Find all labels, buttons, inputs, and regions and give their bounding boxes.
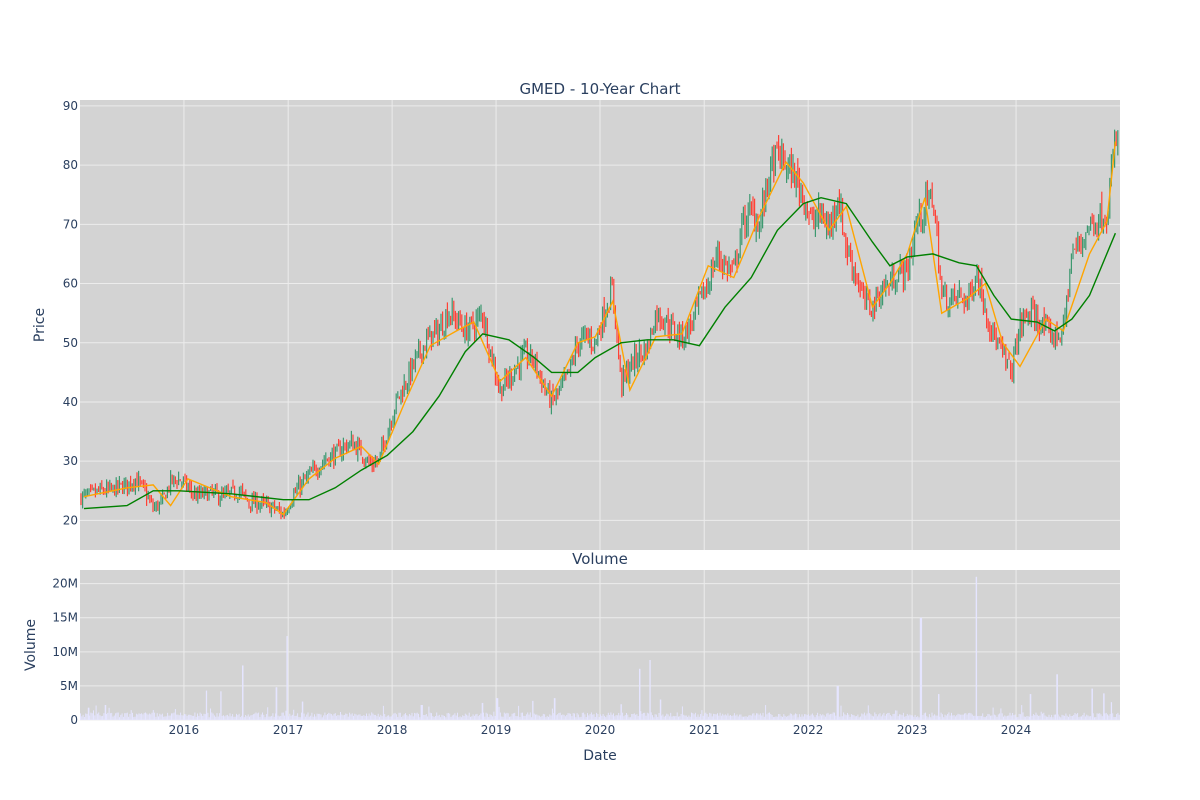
x-tick-label: 2020 — [585, 723, 616, 737]
chart-text-layer: 2016 2017 2018 2019 2020 2021 2022 2023 2024 20 30… — [23, 80, 1031, 764]
volume-y-tick-label: 0 — [70, 713, 78, 727]
x-tick-label: 2024 — [1001, 723, 1032, 737]
volume-panel — [80, 570, 1120, 721]
volume-y-tick-label: 10M — [52, 645, 78, 659]
volume-y-axis-title: Volume — [23, 619, 39, 671]
price-y-tick-label: 30 — [63, 454, 78, 468]
x-tick-label: 2021 — [689, 723, 720, 737]
x-tick-label: 2023 — [897, 723, 928, 737]
price-y-tick-label: 50 — [63, 336, 78, 350]
x-tick-label: 2019 — [481, 723, 512, 737]
volume-bar-series — [80, 576, 1120, 720]
price-panel — [80, 100, 1120, 550]
x-tick-label: 2017 — [273, 723, 304, 737]
candlestick-series — [80, 129, 1119, 520]
price-y-tick-label: 80 — [63, 158, 78, 172]
volume-subplot-title: Volume — [572, 550, 628, 568]
short-ma-line — [83, 141, 1117, 516]
price-y-tick-label: 90 — [63, 99, 78, 113]
x-tick-label: 2016 — [169, 723, 200, 737]
price-y-tick-label: 70 — [63, 217, 78, 231]
x-tick-label: 2022 — [793, 723, 824, 737]
volume-y-tick-label: 20M — [52, 577, 78, 591]
price-y-axis-title: Price — [32, 308, 48, 342]
long-ma-line — [83, 196, 1117, 510]
price-y-tick-label: 20 — [63, 513, 78, 527]
x-tick-label: 2018 — [377, 723, 408, 737]
x-axis-title: Date — [583, 748, 616, 764]
price-y-tick-label: 60 — [63, 277, 78, 291]
chart-title: GMED - 10-Year Chart — [519, 80, 680, 98]
volume-y-tick-label: 15M — [52, 611, 78, 625]
volume-y-tick-label: 5M — [60, 679, 78, 693]
price-y-tick-label: 40 — [63, 395, 78, 409]
